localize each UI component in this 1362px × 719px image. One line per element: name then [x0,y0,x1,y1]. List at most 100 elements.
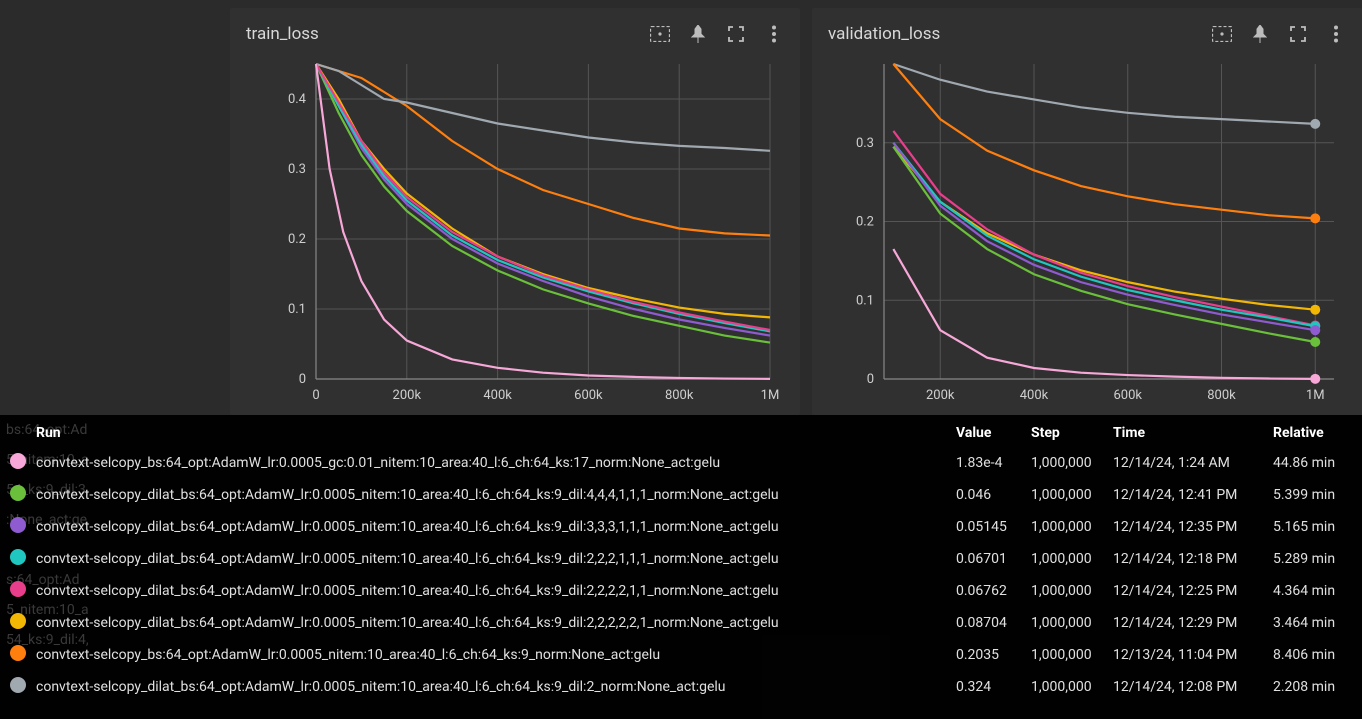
svg-text:0: 0 [312,388,319,403]
col-header-time[interactable]: Time [1107,419,1267,447]
run-name-cell: convtext-selcopy_dilat_bs:64_opt:AdamW_l… [30,511,950,543]
svg-text:200k: 200k [926,388,955,403]
table-row[interactable]: convtext-selcopy_dilat_bs:64_opt:AdamW_l… [4,575,1357,607]
value-cell: 0.08704 [950,607,1025,639]
charts-row: train_loss 0 200k 400k 600k 800k 1M 0 0.1 0.2 0.3… [0,0,1362,415]
table-row[interactable]: convtext-selcopy_bs:64_opt:AdamW_lr:0.00… [4,639,1357,671]
run-name-cell: convtext-selcopy_dilat_bs:64_opt:AdamW_l… [30,543,950,575]
svg-text:200k: 200k [393,388,422,403]
chart-toolbar [1212,24,1346,44]
run-color-dot [10,453,26,469]
svg-text:0: 0 [299,372,306,387]
chart-panel-train-loss: train_loss 0 200k 400k 600k 800k 1M 0 0.1 0.2 0.3… [230,8,800,415]
run-color-dot [10,549,26,565]
run-name-cell: convtext-selcopy_bs:64_opt:AdamW_lr:0.00… [30,639,950,671]
time-cell: 12/14/24, 12:08 PM [1107,671,1267,703]
col-header-run[interactable]: Run [30,419,950,447]
svg-text:400k: 400k [1020,388,1049,403]
chart-toolbar [650,24,784,44]
relative-cell: 44.86 min [1267,447,1357,479]
runs-table: Run Value Step Time Relative convtext-se… [4,419,1357,703]
svg-text:800k: 800k [1207,388,1236,403]
chart-svg-train-loss: 0 200k 400k 600k 800k 1M 0 0.1 0.2 0.3 0.4 [230,54,800,415]
more-icon[interactable] [764,24,784,44]
run-color-dot [10,517,26,533]
svg-text:0.1: 0.1 [288,302,306,317]
chart-title-validation-loss: validation_loss [828,24,1212,44]
relative-cell: 3.464 min [1267,607,1357,639]
relative-cell: 5.289 min [1267,543,1357,575]
run-name-cell: convtext-selcopy_dilat_bs:64_opt:AdamW_l… [30,607,950,639]
value-cell: 0.324 [950,671,1025,703]
chart-body-train-loss[interactable]: 0 200k 400k 600k 800k 1M 0 0.1 0.2 0.3 0.4 [230,54,800,415]
col-header-step[interactable]: Step [1025,419,1107,447]
pin-icon[interactable] [688,24,708,44]
run-color-dot [10,613,26,629]
step-cell: 1,000,000 [1025,511,1107,543]
value-cell: 0.06762 [950,575,1025,607]
time-cell: 12/14/24, 12:29 PM [1107,607,1267,639]
svg-text:0.4: 0.4 [288,92,307,107]
svg-text:600k: 600k [574,388,603,403]
step-cell: 1,000,000 [1025,575,1107,607]
relative-cell: 4.364 min [1267,575,1357,607]
time-cell: 12/14/24, 12:41 PM [1107,479,1267,511]
table-row[interactable]: convtext-selcopy_dilat_bs:64_opt:AdamW_l… [4,511,1357,543]
table-header-row: Run Value Step Time Relative [4,419,1357,447]
chart-header: train_loss [230,8,800,54]
run-color-dot [10,485,26,501]
col-header-relative[interactable]: Relative [1267,419,1357,447]
svg-text:600k: 600k [1113,388,1142,403]
relative-cell: 5.399 min [1267,479,1357,511]
focus-icon[interactable] [650,24,670,44]
time-cell: 12/14/24, 12:18 PM [1107,543,1267,575]
value-cell: 0.2035 [950,639,1025,671]
table-row[interactable]: convtext-selcopy_dilat_bs:64_opt:AdamW_l… [4,479,1357,511]
step-cell: 1,000,000 [1025,607,1107,639]
svg-text:0: 0 [867,372,874,387]
fullscreen-icon[interactable] [1288,24,1308,44]
svg-text:0.2: 0.2 [288,232,306,247]
run-name-cell: convtext-selcopy_dilat_bs:64_opt:AdamW_l… [30,671,950,703]
svg-text:0.3: 0.3 [288,162,306,177]
value-cell: 0.06701 [950,543,1025,575]
fullscreen-icon[interactable] [726,24,746,44]
step-cell: 1,000,000 [1025,447,1107,479]
table-row[interactable]: convtext-selcopy_dilat_bs:64_opt:AdamW_l… [4,671,1357,703]
svg-text:1M: 1M [1306,388,1325,403]
relative-cell: 8.406 min [1267,639,1357,671]
svg-text:1M: 1M [761,388,780,403]
time-cell: 12/13/24, 11:04 PM [1107,639,1267,671]
run-color-dot [10,581,26,597]
value-cell: 1.83e-4 [950,447,1025,479]
step-cell: 1,000,000 [1025,639,1107,671]
relative-cell: 5.165 min [1267,511,1357,543]
step-cell: 1,000,000 [1025,543,1107,575]
focus-icon[interactable] [1212,24,1232,44]
run-name-cell: convtext-selcopy_dilat_bs:64_opt:AdamW_l… [30,479,950,511]
table-row[interactable]: convtext-selcopy_dilat_bs:64_opt:AdamW_l… [4,607,1357,639]
svg-text:0.2: 0.2 [856,215,874,230]
step-cell: 1,000,000 [1025,479,1107,511]
run-color-dot [10,677,26,693]
pin-icon[interactable] [1250,24,1270,44]
time-cell: 12/14/24, 12:35 PM [1107,511,1267,543]
svg-text:800k: 800k [665,388,694,403]
run-color-dot [10,645,26,661]
svg-text:0.1: 0.1 [856,293,874,308]
table-row[interactable]: convtext-selcopy_dilat_bs:64_opt:AdamW_l… [4,543,1357,575]
chart-header: validation_loss [812,8,1362,54]
col-header-value[interactable]: Value [950,419,1025,447]
relative-cell: 2.208 min [1267,671,1357,703]
chart-title-train-loss: train_loss [246,24,650,44]
run-name-cell: convtext-selcopy_bs:64_opt:AdamW_lr:0.00… [30,447,950,479]
value-cell: 0.046 [950,479,1025,511]
more-icon[interactable] [1326,24,1346,44]
svg-text:400k: 400k [483,388,512,403]
time-cell: 12/14/24, 1:24 AM [1107,447,1267,479]
step-cell: 1,000,000 [1025,671,1107,703]
runs-table-area: bs:64_opt:Ad 5_nitem:10_a 54_ks:9_dil:3,… [0,415,1362,719]
svg-text:0.3: 0.3 [856,136,874,151]
chart-body-validation-loss[interactable]: 200k 400k 600k 800k 1M 0 0.1 0.2 0.3 [812,54,1362,415]
table-row[interactable]: convtext-selcopy_bs:64_opt:AdamW_lr:0.00… [4,447,1357,479]
